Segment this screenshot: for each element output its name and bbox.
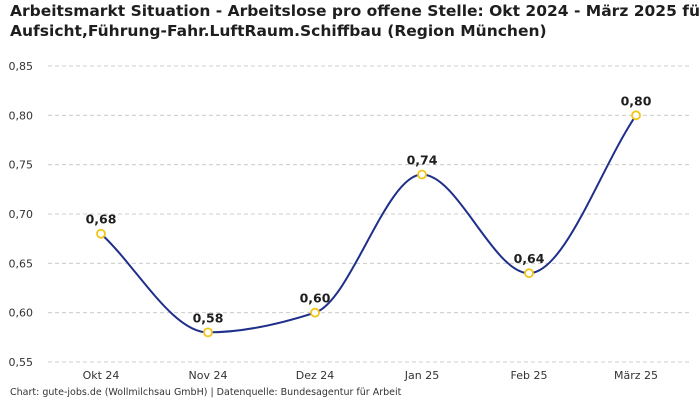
data-label: 0,80 <box>621 93 652 108</box>
data-point <box>310 307 320 318</box>
chart-title-line-1: Arbeitsmarkt Situation - Arbeitslose pro… <box>10 2 700 20</box>
data-label: 0,60 <box>300 291 331 306</box>
y-tick-label: 0,55 <box>9 356 34 369</box>
chart-title-line-2: Aufsicht,Führung-Fahr.LuftRaum.Schiffbau… <box>10 22 547 40</box>
chart-source-note: Chart: gute-jobs.de (Wollmilchsau GmbH) … <box>10 387 402 398</box>
y-tick-label: 0,80 <box>9 109 34 122</box>
data-label: 0,64 <box>514 251 545 266</box>
y-tick-label: 0,85 <box>9 60 34 73</box>
x-tick-label: Jan 25 <box>404 369 439 382</box>
x-tick-label: März 25 <box>614 369 658 382</box>
x-tick-label: Dez 24 <box>296 369 335 382</box>
data-point <box>631 110 641 121</box>
chart-title: Arbeitsmarkt Situation - Arbeitslose pro… <box>10 1 700 41</box>
y-tick-label: 0,75 <box>9 159 34 172</box>
data-label: 0,74 <box>407 153 438 168</box>
data-label: 0,58 <box>193 310 224 325</box>
x-tick-label: Feb 25 <box>511 369 548 382</box>
x-tick-label: Nov 24 <box>189 369 228 382</box>
y-tick-label: 0,60 <box>9 307 34 320</box>
data-point <box>417 169 427 180</box>
data-point <box>524 268 534 279</box>
data-point <box>96 228 106 239</box>
series-line <box>100 114 637 334</box>
data-point <box>203 327 213 338</box>
data-label: 0,68 <box>86 212 117 227</box>
x-tick-label: Okt 24 <box>83 369 120 382</box>
y-tick-label: 0,65 <box>9 257 34 270</box>
y-tick-label: 0,70 <box>9 208 34 221</box>
